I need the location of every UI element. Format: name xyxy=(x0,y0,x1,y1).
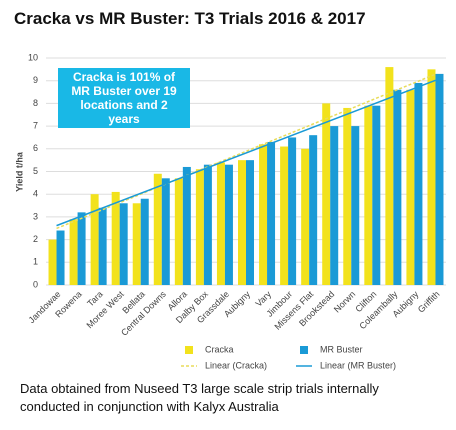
bar xyxy=(427,69,436,285)
x-tick-label: Norwn xyxy=(332,289,357,314)
bar xyxy=(69,219,78,285)
bar xyxy=(153,173,162,285)
bar xyxy=(301,148,310,285)
legend-swatch xyxy=(300,346,308,354)
bar xyxy=(174,178,183,285)
bar xyxy=(98,207,107,285)
bar xyxy=(330,126,339,285)
bar xyxy=(364,105,373,285)
y-tick-label: 2 xyxy=(33,234,38,244)
trend-line xyxy=(56,73,436,230)
bar xyxy=(238,160,246,285)
bar xyxy=(119,203,128,285)
bar xyxy=(48,239,57,285)
bar xyxy=(195,169,204,285)
x-tick-label: Griffith xyxy=(416,289,442,315)
bar xyxy=(111,191,120,285)
bar xyxy=(322,103,331,286)
y-tick-label: 4 xyxy=(33,189,38,199)
bar xyxy=(288,137,297,285)
y-tick-label: 6 xyxy=(33,143,38,153)
bar xyxy=(182,166,191,285)
bar xyxy=(393,89,402,285)
bar xyxy=(267,141,276,285)
bar xyxy=(351,126,360,285)
y-tick-label: 7 xyxy=(33,120,38,130)
legend-swatch xyxy=(185,346,193,354)
y-axis-label: Yield t/ha xyxy=(14,151,24,192)
y-tick-label: 8 xyxy=(33,98,38,108)
bar xyxy=(435,73,444,285)
y-tick-label: 3 xyxy=(33,211,38,221)
bar xyxy=(56,230,65,285)
y-tick-label: 10 xyxy=(28,52,38,62)
y-tick-label: 1 xyxy=(33,257,38,267)
bar xyxy=(246,160,254,285)
bar xyxy=(259,144,268,285)
bar xyxy=(224,164,233,285)
legend-label: Cracka xyxy=(205,344,234,354)
bar xyxy=(414,82,423,285)
bar xyxy=(203,164,212,285)
legend-label: Linear (Cracka) xyxy=(205,360,267,370)
bar xyxy=(161,178,170,285)
caption: Data obtained from Nuseed T3 large scale… xyxy=(20,381,379,414)
bar xyxy=(77,212,86,285)
y-tick-label: 0 xyxy=(33,279,38,289)
y-tick-label: 9 xyxy=(33,75,38,85)
legend-label: MR Buster xyxy=(320,344,363,354)
bar xyxy=(216,162,225,285)
legend-label: Linear (MR Buster) xyxy=(320,360,396,370)
bar xyxy=(140,198,149,285)
bar xyxy=(90,194,99,285)
bar xyxy=(385,67,394,285)
bar xyxy=(309,135,318,285)
trend-line xyxy=(56,79,436,227)
chart-title: Cracka vs MR Buster: T3 Trials 2016 & 20… xyxy=(14,9,366,28)
bar xyxy=(343,107,352,285)
annotation: Cracka is 101% of MR Buster over 19 loca… xyxy=(58,68,190,128)
y-tick-label: 5 xyxy=(33,166,38,176)
bar xyxy=(280,146,289,285)
bar xyxy=(406,89,415,285)
bar xyxy=(372,105,381,285)
bar xyxy=(132,203,141,285)
